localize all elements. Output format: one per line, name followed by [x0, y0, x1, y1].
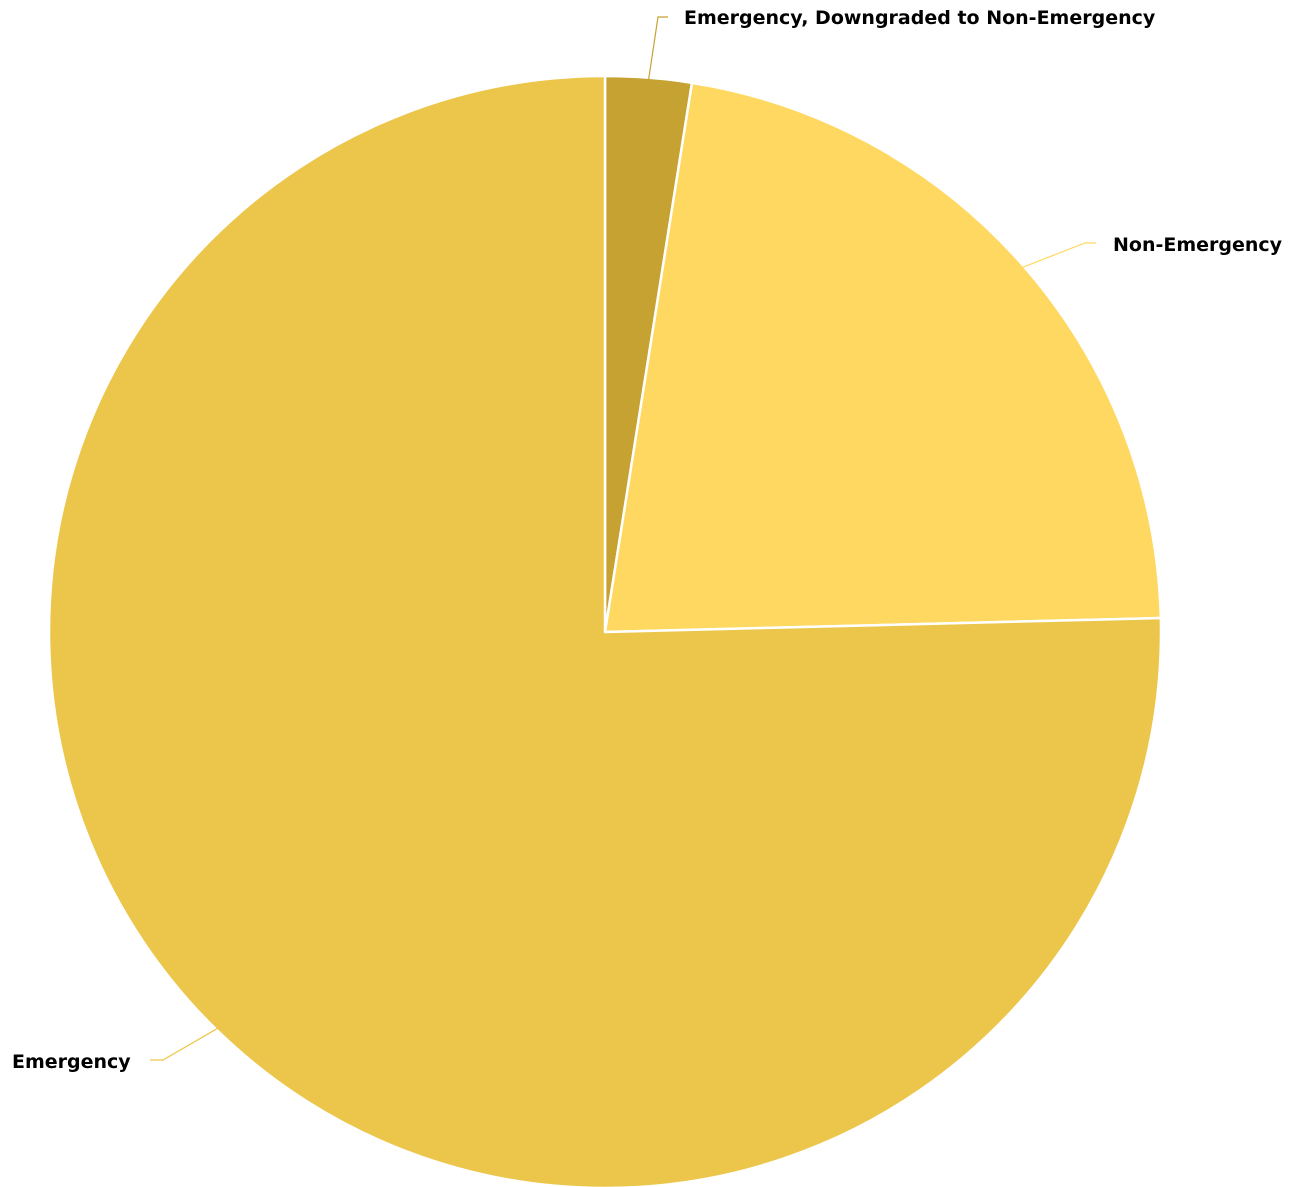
- leader-non-emergency: [1019, 242, 1096, 269]
- label-emergency-downgraded: Emergency, Downgraded to Non-Emergency: [684, 7, 1156, 29]
- label-non-emergency: Non-Emergency: [1113, 234, 1283, 256]
- label-emergency: Emergency: [12, 1051, 131, 1073]
- leader-lines: [150, 16, 1096, 1061]
- slice-non-emergency: [603, 81, 1163, 634]
- pie-slices: [47, 74, 1163, 1187]
- slice-emergency: [47, 74, 1163, 1187]
- leader-emergency-downgraded: [647, 16, 668, 82]
- leader-emergency: [150, 1026, 220, 1061]
- slice-labels: Emergency, Downgraded to Non-Emergency N…: [12, 7, 1283, 1073]
